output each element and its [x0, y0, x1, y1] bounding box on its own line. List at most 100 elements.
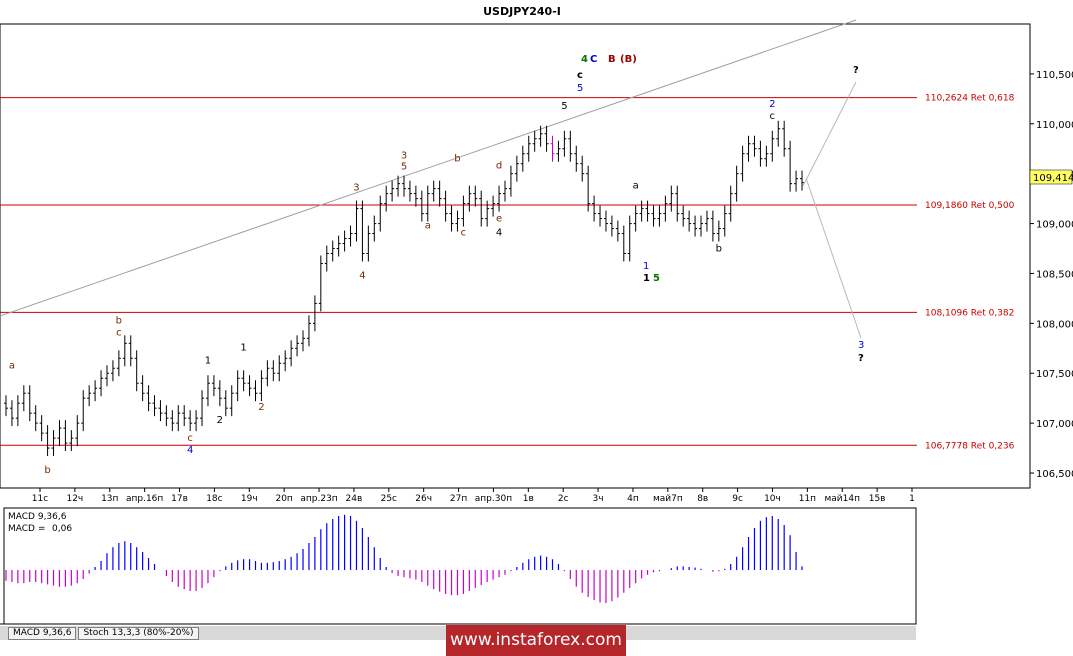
price-bar-12: [75, 415, 80, 447]
current-price-tag: [1029, 169, 1073, 185]
date-tick-label-17: 4п: [627, 494, 639, 504]
price-bar-59: [354, 200, 359, 242]
price-bar-15: [93, 380, 98, 402]
price-bar-94: [562, 130, 567, 157]
price-bar-85: [508, 165, 513, 197]
price-bar-80: [479, 190, 484, 227]
price-bar-22: [134, 350, 139, 392]
price-bar-37: [223, 390, 228, 417]
price-bar-23: [140, 375, 145, 402]
price-bar-116: [693, 215, 698, 237]
price-bar-112: [669, 185, 674, 212]
price-bar-17: [104, 365, 109, 387]
date-tick-label-0: 11с: [32, 494, 48, 504]
fib-lines: 110,2624 Ret 0,618 109,1860 Ret 0,500 108,…: [0, 94, 1015, 451]
price-bar-41: [247, 375, 252, 397]
price-tick-label-3: 108,000: [1036, 319, 1073, 330]
wave-label-0: a: [9, 360, 15, 371]
price-bar-88: [526, 135, 531, 162]
price-bar-74: [443, 190, 448, 222]
fib-label-1: 109,1860 Ret 0,500: [925, 201, 1015, 211]
price-bar-86: [514, 155, 519, 182]
watermark-banner[interactable]: www.instaforex.com: [446, 625, 626, 656]
price-bar-107: [639, 200, 644, 222]
price-bar-28: [170, 410, 175, 432]
price-bar-42: [253, 380, 258, 402]
price-bar-31: [188, 410, 193, 432]
current-price-value: 109,414: [1033, 173, 1073, 184]
wave-label-5-top: 5: [577, 83, 583, 94]
price-bar-97: [580, 155, 585, 182]
price-bar-68: [407, 180, 412, 202]
price-bar-99: [592, 195, 597, 222]
fib-label-2: 108,1096 Ret 0,382: [925, 308, 1014, 318]
wave-label-C: C: [590, 54, 597, 65]
price-bar-129: [770, 130, 775, 162]
price-bar-18: [110, 360, 115, 382]
price-tick-label-4: 108,500: [1036, 269, 1073, 280]
price-bar-109: [651, 205, 656, 227]
macd-label-name: MACD 9,36,6: [8, 512, 67, 522]
price-bar-123: [734, 165, 739, 202]
date-tick-label-12: 27п: [450, 494, 467, 504]
price-bar-115: [687, 210, 692, 232]
tab-stoch[interactable]: Stoch 13,3,3 (80%-20%): [78, 627, 199, 640]
price-bar-134: [800, 170, 804, 191]
channel-line: [0, 19, 857, 317]
price-bar-91: [544, 125, 549, 152]
price-bar-39: [235, 370, 240, 402]
price-bar-71: [425, 185, 430, 222]
price-bar-92: [550, 135, 555, 162]
price-bar-100: [598, 205, 603, 227]
wave-label-6: 1: [205, 355, 211, 366]
price-bar-53: [318, 255, 323, 312]
date-tick-label-4: 17в: [171, 494, 188, 504]
wave-label-16: c: [461, 228, 467, 239]
date-tick-label-10: 25с: [381, 494, 397, 504]
price-bar-8: [51, 430, 56, 457]
date-tick-label-11: 26ч: [415, 494, 432, 504]
price-bar-34: [205, 375, 210, 407]
price-bar-78: [467, 185, 472, 212]
tab-macd[interactable]: MACD 9,36,6: [8, 627, 77, 640]
wave-label-3: c: [116, 327, 122, 338]
price-bar-36: [217, 380, 222, 407]
price-bar-120: [716, 220, 721, 242]
date-tick-label-2: 13п: [101, 494, 118, 504]
wave-label-3-blue: 3: [858, 340, 864, 351]
price-bar-90: [538, 125, 543, 147]
price-bar-52: [312, 295, 317, 332]
price-bar-64: [384, 185, 389, 212]
price-bar-133: [794, 170, 799, 192]
price-bar-3: [21, 385, 26, 412]
price-bar-127: [758, 140, 763, 167]
date-tick-label-20: 9с: [732, 494, 743, 504]
date-tick-label-16: 3ч: [593, 494, 604, 504]
price-bar-9: [57, 420, 62, 447]
wave-label-question-bottom: ?: [858, 353, 864, 364]
price-bar-67: [402, 175, 406, 197]
price-bar-113: [675, 185, 680, 222]
price-bar-44: [265, 360, 270, 387]
price-bar-13: [81, 390, 86, 432]
price-bar-0: [4, 395, 8, 417]
price-panel-frame: [0, 23, 1031, 489]
price-bar-57: [342, 230, 347, 252]
price-bar-2: [15, 395, 20, 427]
price-bar-49: [295, 335, 300, 357]
projection-line-up: [802, 81, 857, 187]
price-axis: 106,500 107,000 107,500 108,000 108,500 109,0…: [1030, 70, 1073, 480]
price-bar-95: [568, 130, 573, 162]
price-bar-45: [271, 360, 276, 382]
macd-histogram: [5, 514, 914, 603]
price-tick-label-2: 107,500: [1036, 369, 1073, 380]
date-tick-label-14: 1в: [523, 494, 534, 504]
price-bar-58: [348, 225, 353, 247]
price-bar-27: [164, 405, 169, 427]
wave-label-22: b: [716, 244, 722, 255]
price-bar-69: [413, 185, 418, 207]
date-tick-label-9: 24в: [346, 494, 363, 504]
wave-label-c-top: c: [577, 70, 583, 81]
indicator-tabs: MACD 9,36,6 Stoch 13,3,3 (80%-20%): [8, 627, 199, 640]
